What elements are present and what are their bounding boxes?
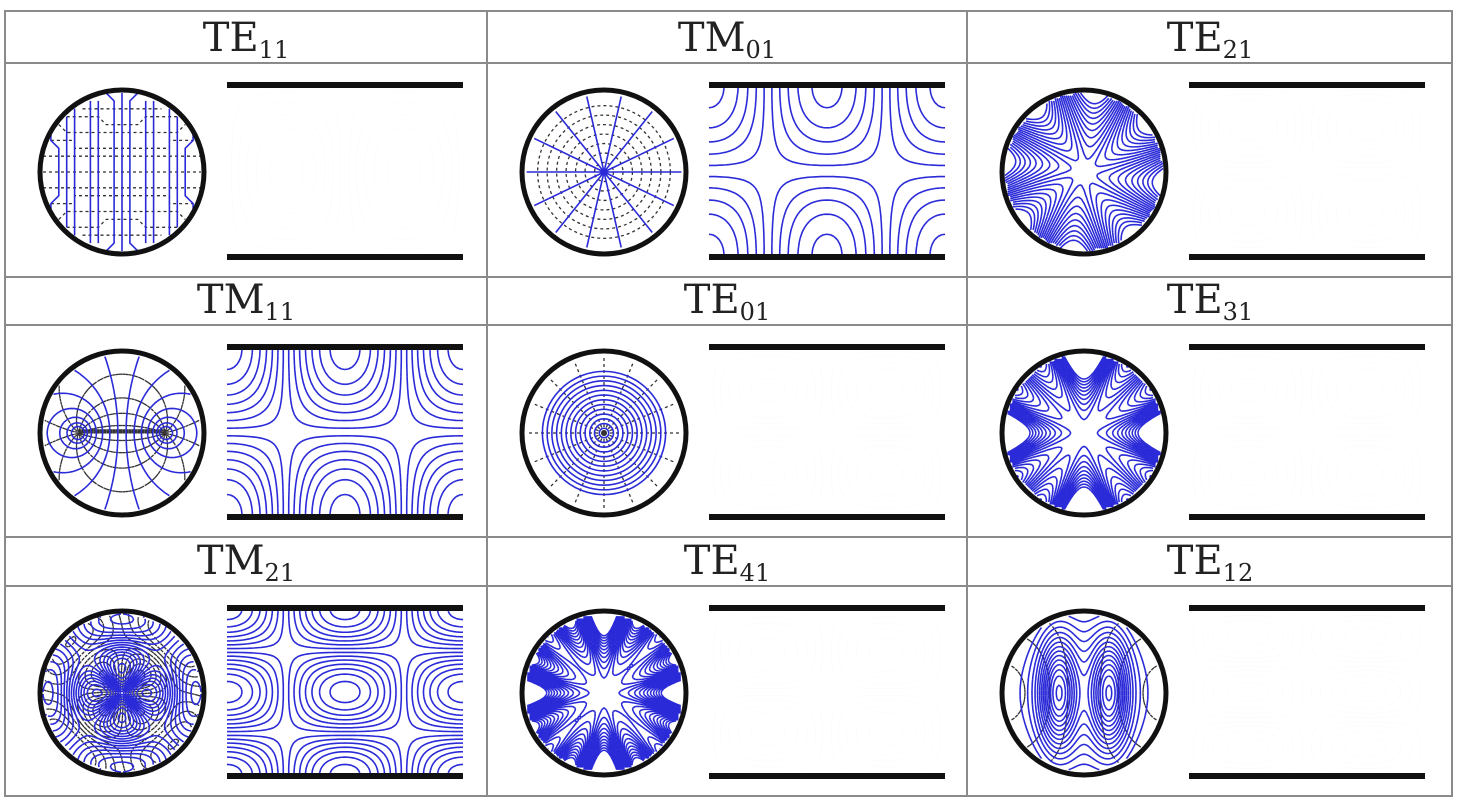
- cross-section: [42, 613, 202, 773]
- mode-letters: TM: [197, 538, 265, 584]
- cross-section: [44, 356, 200, 510]
- e-field-lines: [1019, 615, 1149, 771]
- h-field-loops: [1193, 89, 1420, 253]
- mode-index: 01: [740, 298, 771, 326]
- e-field-lines: [42, 613, 202, 773]
- h-field-loops: [1193, 611, 1420, 773]
- mode-title-te12: TE12: [1167, 538, 1253, 587]
- mode-letters: TE: [684, 277, 740, 323]
- mode-figure-te41: [519, 605, 945, 779]
- longitudinal-section: [713, 351, 940, 513]
- h-field-lines: [44, 373, 200, 493]
- mode-title-te21: TE21: [1167, 15, 1253, 64]
- e-field-lines: [526, 615, 682, 771]
- mode-index: 01: [746, 36, 777, 64]
- cross-section: [526, 96, 682, 248]
- mode-letters: TE: [203, 15, 259, 61]
- waveguide-wall: [999, 348, 1169, 518]
- e-field-lines: [541, 370, 667, 496]
- waveguide-wall: [519, 87, 689, 257]
- h-field-loops: [231, 93, 458, 250]
- waveguide-wall: [999, 608, 1169, 778]
- h-field-lines: [1010, 623, 1158, 763]
- mode-figure-te11: [37, 82, 463, 260]
- h-field-loops: [713, 351, 940, 513]
- mode-index: 21: [1223, 36, 1254, 64]
- mode-index: 21: [265, 559, 296, 587]
- waveguide-wall: [519, 348, 689, 518]
- e-field-lines: [1007, 356, 1161, 510]
- e-field-loops: [227, 348, 463, 516]
- waveguide-wall: [999, 87, 1169, 257]
- waveguide-wall: [37, 348, 207, 518]
- mode-index: 11: [259, 36, 290, 64]
- longitudinal-section: [231, 93, 458, 250]
- mode-index: 41: [740, 559, 771, 587]
- table-grid: [4, 10, 1453, 797]
- mode-title-te11: TE11: [203, 15, 289, 64]
- mode-letters: TM: [197, 277, 265, 323]
- cross-section: [1004, 92, 1164, 252]
- mode-figure-te21: [999, 82, 1425, 260]
- mode-index: 11: [265, 298, 296, 326]
- mode-figure-te31: [999, 344, 1425, 520]
- longitudinal-section: [1193, 89, 1420, 253]
- e-field-lines: [50, 92, 194, 252]
- longitudinal-section: [709, 86, 945, 256]
- waveguide-wall: [37, 87, 207, 257]
- mode-title-tm01: TM01: [678, 15, 776, 64]
- e-field-lines: [526, 96, 682, 248]
- mode-letters: TE: [1167, 277, 1223, 323]
- mode-title-tm21: TM21: [197, 538, 295, 587]
- cross-section: [526, 615, 682, 771]
- cross-section: [1010, 615, 1158, 771]
- mode-index: 12: [1223, 559, 1254, 587]
- longitudinal-section: [227, 609, 463, 775]
- waveguide-wall: [519, 608, 689, 778]
- cross-section: [526, 355, 682, 511]
- mode-figure-te12: [999, 605, 1425, 779]
- longitudinal-section: [227, 348, 463, 516]
- mode-figure-tm21: [37, 608, 463, 778]
- h-field-loops: [1193, 351, 1420, 513]
- longitudinal-section: [1193, 611, 1420, 773]
- mode-figure-tm01: [519, 85, 945, 257]
- e-field-lines: [46, 356, 198, 510]
- mode-title-tm11: TM11: [197, 277, 295, 326]
- mode-index: 31: [1223, 298, 1254, 326]
- waveguide-wall: [37, 608, 207, 778]
- mode-letters: TE: [1167, 15, 1223, 61]
- longitudinal-section: [713, 612, 940, 772]
- mode-letters: TM: [678, 15, 746, 61]
- mode-title-te31: TE31: [1167, 277, 1253, 326]
- mode-letters: TE: [684, 538, 740, 584]
- mode-figure-te01: [519, 344, 945, 520]
- cross-section: [1007, 356, 1161, 510]
- e-field-loops: [709, 86, 945, 256]
- e-field-lines: [1004, 92, 1164, 252]
- e-field-loops: [227, 609, 463, 775]
- h-field-loops: [713, 612, 940, 772]
- mode-figure-tm11: [37, 347, 463, 518]
- longitudinal-section: [1193, 351, 1420, 513]
- mode-titles: TE11 TM01 TE21 TM11 TE01 TE31 TM21 TE41 …: [197, 15, 1253, 587]
- cross-section: [43, 92, 201, 252]
- mode-title-te41: TE41: [684, 538, 770, 587]
- mode-letters: TE: [1167, 538, 1223, 584]
- mode-title-te01: TE01: [684, 277, 770, 326]
- h-field-lines: [526, 355, 682, 511]
